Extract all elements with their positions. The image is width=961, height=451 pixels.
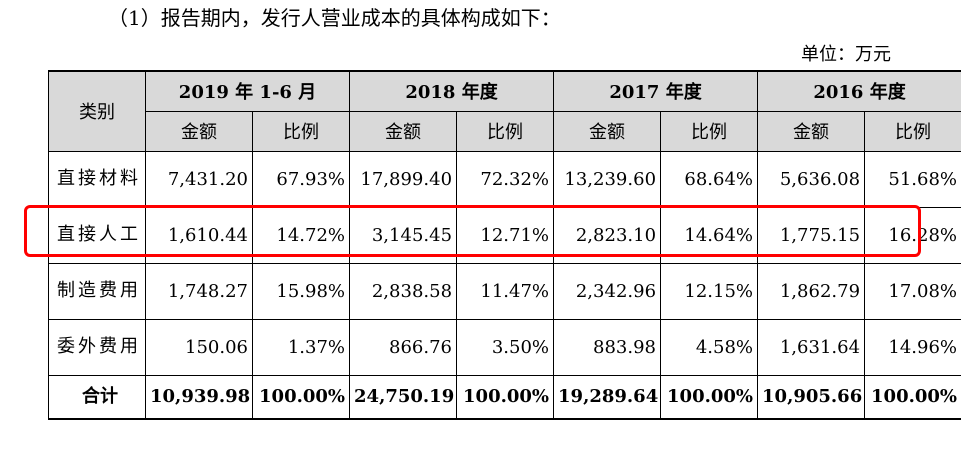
cost-composition-table: 类别 2019 年 1-6 月 2018 年度 2017 年度 2016 年度 …	[48, 70, 961, 420]
ratio-header: 比例	[251, 110, 351, 152]
amount-header: 金额	[757, 110, 866, 152]
header-row-metrics: 金额 比例 金额 比例 金额 比例 金额 比例	[49, 110, 961, 152]
unit-label: 单位：万元	[801, 44, 891, 65]
ratio-header: 比例	[660, 110, 759, 152]
table-row: 直接人工 1,610.44 14.72% 3,145.45 12.71% 2,8…	[48, 206, 961, 264]
amount-cell: 13,239.60	[553, 150, 662, 208]
amount-cell: 17,899.40	[349, 150, 458, 208]
ratio-cell: 72.32%	[456, 150, 555, 208]
ratio-cell: 67.93%	[251, 150, 351, 208]
ratio-cell: 15.98%	[251, 262, 351, 320]
ratio-cell: 100.00%	[660, 374, 759, 420]
ratio-cell: 12.71%	[456, 206, 555, 264]
amount-header: 金额	[553, 110, 662, 152]
total-row: 合计 10,939.98 100.00% 24,750.19 100.00% 1…	[48, 374, 961, 420]
ratio-cell: 100.00%	[864, 374, 961, 420]
row-label: 直接人工	[48, 206, 146, 264]
amount-cell: 2,838.58	[349, 262, 458, 320]
amount-cell: 3,145.45	[349, 206, 458, 264]
period-header: 2016 年度	[757, 70, 961, 112]
row-label: 制造费用	[48, 262, 146, 320]
ratio-cell: 14.64%	[660, 206, 759, 264]
period-header: 2018 年度	[349, 70, 555, 112]
amount-cell: 150.06	[145, 318, 253, 376]
intro-text: （1）报告期内，发行人营业成本的具体构成如下：	[108, 6, 561, 30]
amount-cell: 2,342.96	[553, 262, 662, 320]
amount-cell: 1,631.64	[757, 318, 866, 376]
amount-cell: 1,748.27	[145, 262, 253, 320]
ratio-cell: 100.00%	[251, 374, 351, 420]
ratio-cell: 4.58%	[660, 318, 759, 376]
amount-header: 金额	[145, 110, 253, 152]
category-header: 类别	[48, 70, 146, 152]
ratio-cell: 1.37%	[251, 318, 351, 376]
ratio-cell: 14.96%	[864, 318, 961, 376]
table-row: 委外费用 150.06 1.37% 866.76 3.50% 883.98 4.…	[48, 318, 961, 376]
amount-cell: 10,939.98	[145, 374, 253, 420]
ratio-cell: 11.47%	[456, 262, 555, 320]
ratio-cell: 68.64%	[660, 150, 759, 208]
ratio-cell: 14.72%	[251, 206, 351, 264]
row-label: 合计	[48, 374, 146, 420]
amount-cell: 19,289.64	[553, 374, 662, 420]
ratio-cell: 17.08%	[864, 262, 961, 320]
amount-cell: 5,636.08	[757, 150, 866, 208]
ratio-cell: 16.28%	[864, 206, 961, 264]
amount-cell: 7,431.20	[145, 150, 253, 208]
amount-cell: 2,823.10	[553, 206, 662, 264]
amount-cell: 1,610.44	[145, 206, 253, 264]
amount-cell: 1,775.15	[757, 206, 866, 264]
amount-cell: 883.98	[553, 318, 662, 376]
row-label: 直接材料	[48, 150, 146, 208]
ratio-header: 比例	[456, 110, 555, 152]
amount-header: 金额	[349, 110, 458, 152]
amount-cell: 10,905.66	[757, 374, 866, 420]
period-header: 2017 年度	[553, 70, 759, 112]
table-row: 直接材料 7,431.20 67.93% 17,899.40 72.32% 13…	[48, 150, 961, 208]
ratio-cell: 100.00%	[456, 374, 555, 420]
ratio-cell: 51.68%	[864, 150, 961, 208]
amount-cell: 1,862.79	[757, 262, 866, 320]
ratio-cell: 3.50%	[456, 318, 555, 376]
row-label: 委外费用	[48, 318, 146, 376]
period-header: 2019 年 1-6 月	[144, 70, 351, 112]
amount-cell: 24,750.19	[349, 374, 458, 420]
ratio-header: 比例	[864, 110, 961, 152]
amount-cell: 866.76	[349, 318, 458, 376]
header-row-periods: 类别 2019 年 1-6 月 2018 年度 2017 年度 2016 年度	[48, 70, 961, 152]
table-row: 制造费用 1,748.27 15.98% 2,838.58 11.47% 2,3…	[48, 262, 961, 320]
ratio-cell: 12.15%	[660, 262, 759, 320]
